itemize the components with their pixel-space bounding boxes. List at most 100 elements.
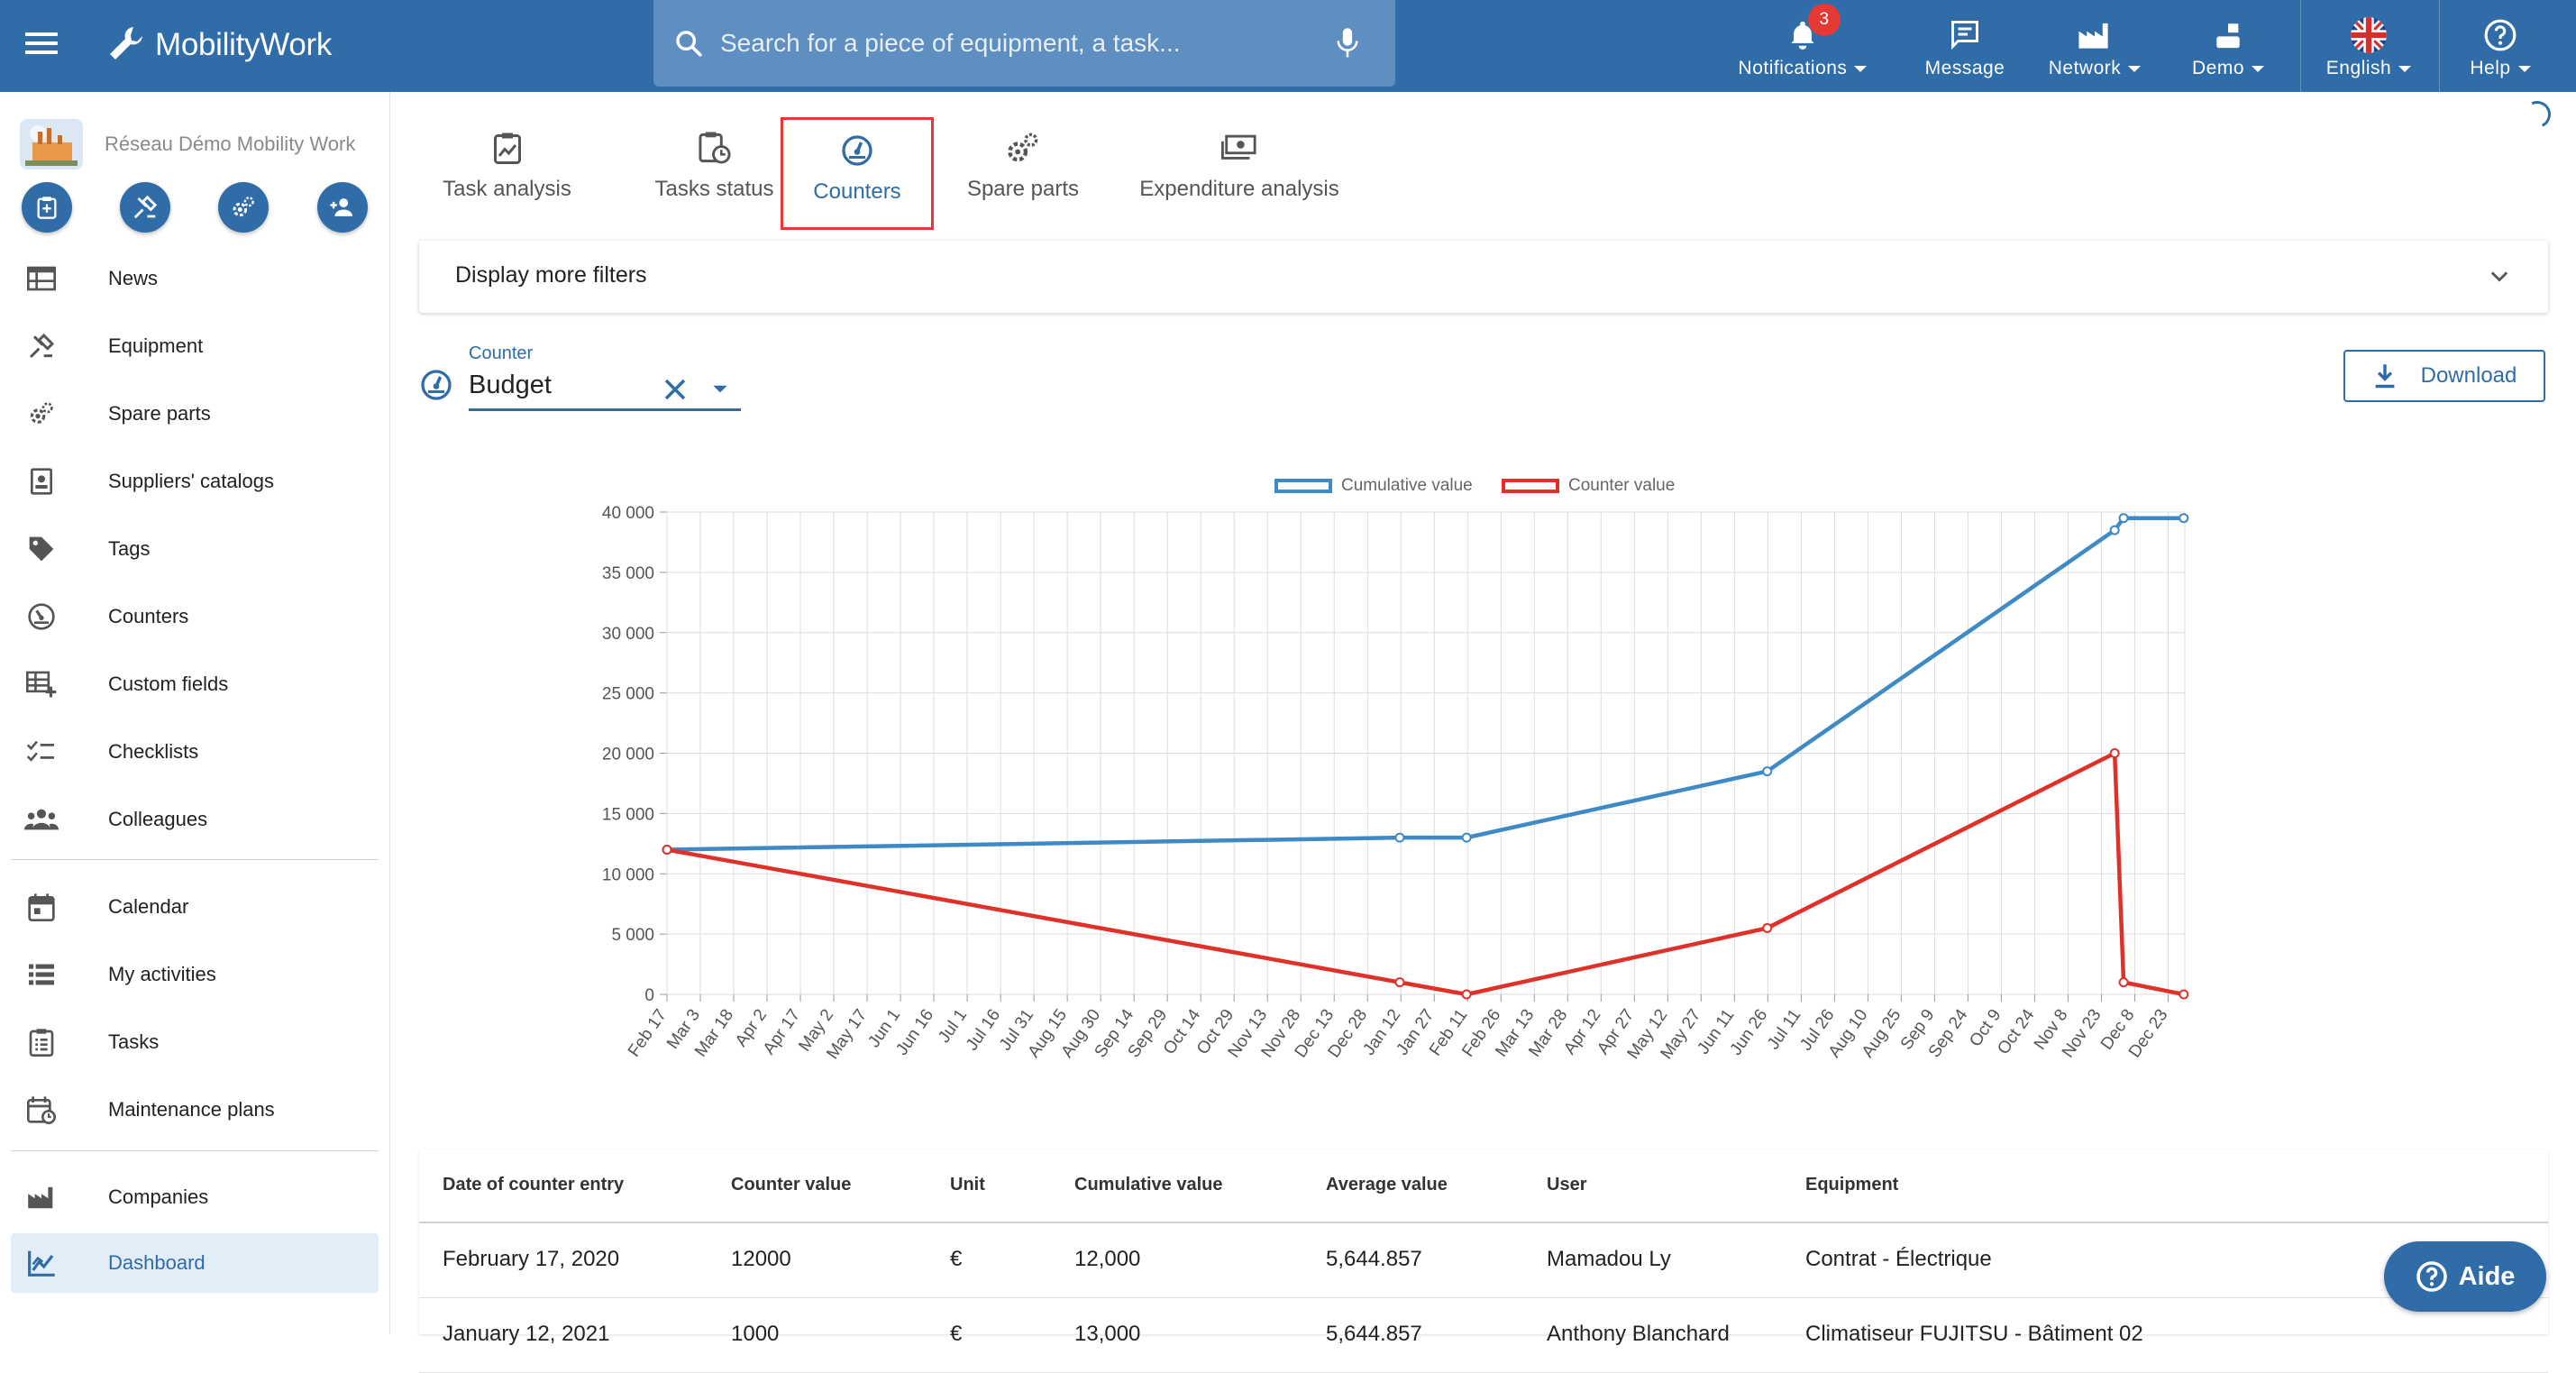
sidebar-item-label: Checklists: [108, 740, 199, 763]
network-name: Réseau Démo Mobility Work: [105, 133, 356, 155]
data-point[interactable]: [2118, 513, 2129, 524]
network-menu[interactable]: Network: [2039, 9, 2151, 81]
legend-counter-value[interactable]: Counter value: [1502, 476, 1675, 496]
x-tick-label: Oct 24: [1994, 1005, 2039, 1057]
cell-user[interactable]: Mamadou Ly: [1547, 1247, 1671, 1271]
chevron-down-icon: [2398, 65, 2412, 72]
demo-user-menu[interactable]: Demo: [2181, 9, 2275, 81]
activities-icon: [29, 964, 54, 985]
sidebar-item-news[interactable]: News: [11, 249, 379, 308]
column-header[interactable]: Equipment: [1805, 1175, 1899, 1195]
table-row[interactable]: January 12, 2021 1000 € 13,000 5,644.857…: [419, 1298, 2548, 1373]
data-point[interactable]: [2109, 525, 2120, 535]
user-icon: [2216, 23, 2240, 49]
language-menu[interactable]: English: [2316, 9, 2421, 81]
x-tick-label: Jul 11: [1764, 1006, 1804, 1053]
notifications-menu[interactable]: 3 Notifications: [1726, 4, 1879, 81]
more-filters-label: Display more filters: [455, 262, 647, 288]
equipment-icon: [29, 333, 55, 359]
x-tick-label: Jul 16: [963, 1006, 1004, 1055]
tab-counters[interactable]: Counters: [781, 117, 934, 230]
column-header[interactable]: Counter value: [731, 1175, 852, 1195]
counter-input[interactable]: Budget: [469, 371, 552, 399]
download-icon: [2375, 364, 2395, 389]
sidebar-item-companies[interactable]: Companies: [11, 1167, 379, 1227]
more-filters-toggle[interactable]: Display more filters: [419, 241, 2548, 313]
column-header[interactable]: User: [1547, 1175, 1587, 1195]
network-header[interactable]: Réseau Démo Mobility Work: [20, 119, 355, 169]
data-point[interactable]: [2179, 513, 2189, 524]
sidebar-item-my-activities[interactable]: My activities: [11, 945, 379, 1004]
menu-icon[interactable]: [25, 27, 58, 63]
sidebar-item-tasks[interactable]: Tasks: [11, 1012, 379, 1072]
data-point[interactable]: [662, 845, 672, 855]
data-point[interactable]: [1394, 977, 1405, 988]
data-point[interactable]: [1394, 832, 1405, 843]
cell-counter-value: 12000: [731, 1247, 791, 1271]
column-header[interactable]: Unit: [950, 1175, 985, 1195]
quick-add-colleague-button[interactable]: [317, 182, 368, 233]
series-line-cumulative-value[interactable]: [666, 516, 2184, 852]
wrench-logo-icon: [110, 27, 142, 59]
quick-add-task-button[interactable]: [22, 182, 72, 233]
sidebar-item-tags[interactable]: Tags: [11, 519, 379, 579]
message-menu[interactable]: Message: [1911, 9, 2019, 81]
search-input[interactable]: [718, 28, 1336, 59]
cell-equipment[interactable]: Climatiseur FUJITSU - Bâtiment 02: [1805, 1322, 2143, 1346]
clear-icon[interactable]: [662, 376, 689, 403]
column-header[interactable]: Date of counter entry: [443, 1175, 625, 1195]
column-header[interactable]: Average value: [1326, 1175, 1448, 1195]
tab-spare-parts[interactable]: Spare parts: [951, 117, 1095, 230]
sidebar-item-label: Suppliers' catalogs: [108, 470, 274, 492]
cell-equipment[interactable]: Contrat - Électrique: [1805, 1247, 1992, 1271]
data-point[interactable]: [2118, 977, 2129, 988]
y-tick-label: 20 000: [602, 746, 654, 764]
data-point[interactable]: [2109, 748, 2120, 758]
logo[interactable]: MobilityWork: [106, 18, 332, 72]
dropdown-arrow-icon[interactable]: [710, 379, 730, 398]
companies-icon: [28, 1186, 53, 1209]
cell-cumulative-value: 13,000: [1074, 1322, 1141, 1346]
data-point[interactable]: [1762, 766, 1773, 777]
help-menu[interactable]: Help: [2455, 9, 2545, 81]
download-button[interactable]: Download: [2343, 350, 2545, 402]
legend-cumulative-value[interactable]: Cumulative value: [1274, 476, 1473, 496]
microphone-icon[interactable]: [1336, 27, 1359, 59]
data-point[interactable]: [1762, 922, 1773, 933]
data-point[interactable]: [1461, 832, 1472, 843]
column-header[interactable]: Cumulative value: [1074, 1175, 1223, 1195]
y-tick-label: 30 000: [602, 625, 654, 644]
sidebar-item-suppliers-catalogs[interactable]: Suppliers' catalogs: [11, 452, 379, 511]
sidebar-item-custom-fields[interactable]: Custom fields: [11, 654, 379, 714]
tag-icon: [29, 536, 54, 562]
sidebar-item-checklists[interactable]: Checklists: [11, 722, 379, 782]
sidebar-item-label: News: [108, 267, 159, 289]
sidebar-item-counters[interactable]: Counters: [11, 587, 379, 646]
data-point[interactable]: [2179, 989, 2189, 1000]
chart-canvas: 40 000 35 000 30 000 25 000 20 000 15 000 10 0…: [602, 504, 2189, 1063]
quick-add-spare-part-button[interactable]: [218, 182, 269, 233]
add-task-icon: [37, 197, 57, 219]
table-row[interactable]: February 17, 2020 12000 € 12,000 5,644.8…: [419, 1223, 2548, 1298]
loading-spinner: [2519, 96, 2555, 133]
sidebar-item-equipment[interactable]: Equipment: [11, 316, 379, 376]
counter-chart: Cumulative value Counter value 40 000 35 …: [541, 460, 2398, 1091]
tab-tasks-status[interactable]: Tasks status: [631, 117, 798, 230]
cell-user[interactable]: Anthony Blanchard: [1547, 1322, 1730, 1346]
tab-label: Task analysis: [443, 177, 571, 201]
search-bar[interactable]: [653, 0, 1395, 87]
gauge-icon: [28, 603, 55, 630]
calendar-icon: [28, 893, 55, 921]
data-point[interactable]: [1461, 989, 1472, 1000]
help-chat-button[interactable]: Aide: [2384, 1241, 2546, 1312]
tab-expenditure-analysis[interactable]: Expenditure analysis: [1127, 117, 1352, 230]
tab-task-analysis[interactable]: Task analysis: [424, 117, 590, 230]
sidebar-item-maintenance-plans[interactable]: Maintenance plans: [11, 1080, 379, 1140]
sidebar-item-colleagues[interactable]: Colleagues: [11, 790, 379, 849]
quick-add-equipment-button[interactable]: [120, 182, 170, 233]
message-label: Message: [1924, 58, 2005, 78]
sidebar-item-dashboard[interactable]: Dashboard: [11, 1233, 379, 1293]
cell-average-value: 5,644.857: [1326, 1247, 1422, 1271]
sidebar-item-spare-parts[interactable]: Spare parts: [11, 384, 379, 444]
sidebar-item-calendar[interactable]: Calendar: [11, 877, 379, 937]
